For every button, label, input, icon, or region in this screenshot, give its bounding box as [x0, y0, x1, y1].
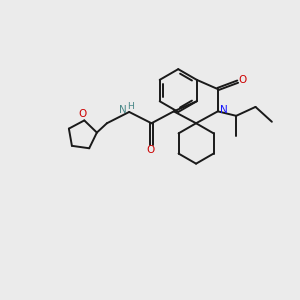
Text: H: H	[127, 102, 134, 111]
Text: O: O	[79, 110, 87, 119]
Text: N: N	[119, 106, 127, 116]
Text: O: O	[147, 145, 155, 155]
Text: O: O	[238, 75, 247, 85]
Text: N: N	[220, 105, 228, 115]
